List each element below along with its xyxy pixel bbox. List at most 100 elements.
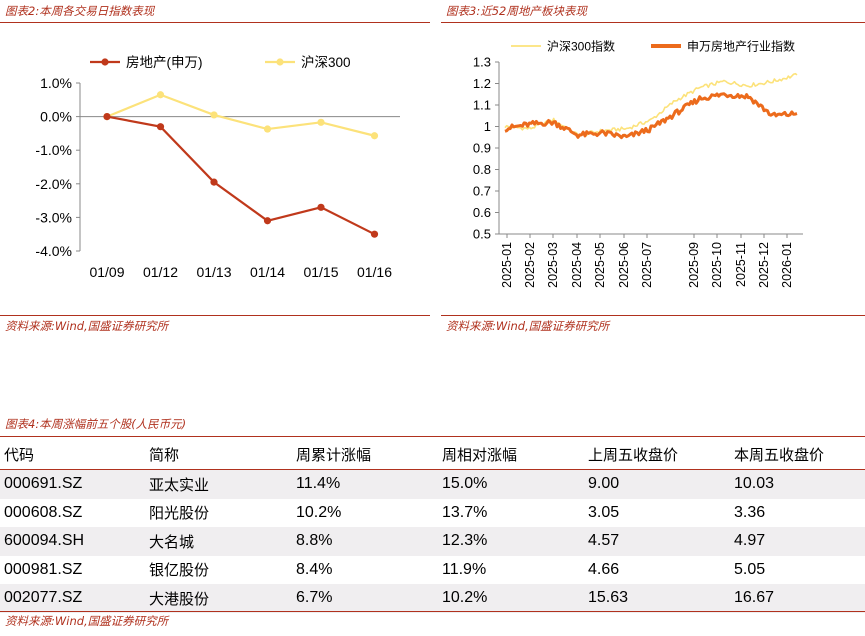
cell-relative-gain: 12.3% <box>438 527 584 556</box>
x-tick-label: 2025-03 <box>546 242 560 288</box>
y-tick-label: 1 <box>484 119 491 134</box>
data-point <box>263 217 272 225</box>
y-tick-label: 1.2 <box>473 76 491 91</box>
data-point <box>370 132 379 140</box>
x-tick-label: 2025-06 <box>617 242 631 288</box>
x-tick-label: 01/14 <box>250 264 285 280</box>
x-tick-label: 2025-02 <box>523 242 537 288</box>
cell-this-close: 4.97 <box>730 527 865 556</box>
data-point <box>210 178 218 186</box>
y-tick-label: 1.1 <box>473 98 491 113</box>
table-row: 600094.SH 大名城 8.8% 12.3% 4.57 4.97 <box>0 527 865 556</box>
cell-name: 大名城 <box>145 527 292 556</box>
header-weekly-gain: 周累计涨幅 <box>292 440 438 470</box>
series-line-0 <box>106 115 375 236</box>
cell-this-close: 10.03 <box>730 469 865 499</box>
data-point <box>103 113 111 121</box>
legend-label: 沪深300 <box>301 55 351 70</box>
data-point <box>370 230 379 238</box>
cell-weekly-gain: 11.4% <box>292 469 438 499</box>
y-tick-label: 0.5 <box>473 227 491 242</box>
header-code: 代码 <box>0 440 145 470</box>
x-tick-label: 01/09 <box>89 264 124 280</box>
cell-name: 银亿股份 <box>149 561 210 580</box>
header-this-friday-close: 本周五收盘价 <box>730 440 865 470</box>
cell-code: 000691.SZ <box>0 469 145 499</box>
header-name: 简称 <box>145 440 292 470</box>
x-tick-label: 2026-01 <box>780 242 794 288</box>
table-row: 002077.SZ 大港股份 6.7% 10.2% 15.63 16.67 <box>0 584 865 613</box>
figure2-title: 图表2:本周各交易日指数表现 <box>5 4 155 18</box>
figure4-source: 资料来源:Wind,国盛证券研究所 <box>5 614 169 628</box>
x-tick-label: 2025-11 <box>734 242 748 287</box>
cell-code: 000981.SZ <box>4 560 83 578</box>
figure3-top-rule <box>441 22 865 23</box>
cell-code: 600094.SH <box>0 527 145 556</box>
y-tick-label: 0.6 <box>473 205 491 220</box>
y-tick-label: -1.0% <box>35 142 72 158</box>
series-line-0 <box>504 72 798 138</box>
legend-label: 申万房地产行业指数 <box>687 39 795 54</box>
x-tick-label: 01/13 <box>196 264 231 280</box>
table-row: 000608.SZ 阳光股份 10.2% 13.7% 3.05 3.36 <box>0 499 865 528</box>
legend-label: 沪深300指数 <box>547 39 615 54</box>
cell-last-close: 4.66 <box>588 560 620 578</box>
y-tick-label: -2.0% <box>35 176 72 192</box>
cell-name: 大港股份 <box>145 584 292 613</box>
x-tick-label: 2025-05 <box>593 242 607 288</box>
figure2-source: 资料来源:Wind,国盛证券研究所 <box>5 319 169 333</box>
series-line-1 <box>504 92 798 140</box>
y-tick-label: 0.0% <box>40 109 72 125</box>
data-point <box>263 125 272 133</box>
cell-last-close: 9.00 <box>584 469 730 499</box>
legend-swatch-marker <box>276 58 284 66</box>
cell-name: 阳光股份 <box>149 504 210 523</box>
data-point <box>210 111 218 119</box>
y-tick-label: 1.3 <box>473 55 491 70</box>
figure4-title: 图表4:本周涨幅前五个股(人民币元) <box>5 417 187 431</box>
chart-52-week-performance: 沪深300指数 申万房地产行业指数 1.3 1.2 1.1 1 0.9 0.8 0.7 0.6 0… <box>473 39 803 288</box>
data-point <box>156 123 165 131</box>
data-point <box>317 203 325 211</box>
y-tick-label: 0.9 <box>473 141 491 156</box>
y-tick-label: -4.0% <box>35 243 72 259</box>
cell-this-close: 16.67 <box>730 584 865 613</box>
cell-code: 002077.SZ <box>0 584 145 613</box>
cell-last-close: 4.57 <box>584 527 730 556</box>
top-gainers-table: 代码 简称 周累计涨幅 周相对涨幅 上周五收盘价 本周五收盘价 000691.S… <box>0 440 865 613</box>
y-tick-label: -3.0% <box>35 209 72 225</box>
cell-relative-gain: 15.0% <box>438 469 584 499</box>
figure4-bottom-rule <box>0 611 865 612</box>
x-tick-label: 2025-10 <box>710 242 724 288</box>
cell-last-close: 3.05 <box>588 503 620 521</box>
chart-daily-index-performance: 房地产(申万) 沪深300 1.0% 0.0% -1.0% -2.0% -3.0% -4.0… <box>35 55 400 280</box>
cell-relative-gain: 10.2% <box>438 584 584 613</box>
cell-code: 000608.SZ <box>4 503 83 521</box>
cell-relative-gain: 13.7% <box>442 503 488 521</box>
cell-last-close: 15.63 <box>584 584 730 613</box>
cell-weekly-gain: 6.7% <box>292 584 438 613</box>
x-tick-label: 2025-04 <box>570 242 584 288</box>
cell-relative-gain: 11.9% <box>442 560 487 578</box>
cell-weekly-gain: 8.4% <box>296 560 333 578</box>
cell-weekly-gain: 10.2% <box>296 503 342 521</box>
x-tick-label: 2025-07 <box>640 242 654 288</box>
cell-this-close: 5.05 <box>734 560 766 578</box>
figure4-top-rule <box>0 436 865 437</box>
data-point <box>317 118 325 126</box>
x-tick-label: 2025-01 <box>500 242 514 288</box>
x-tick-label: 01/16 <box>357 264 392 280</box>
series-line-1 <box>106 93 375 137</box>
x-tick-label: 01/15 <box>303 264 338 280</box>
cell-weekly-gain: 8.8% <box>292 527 438 556</box>
cell-name: 亚太实业 <box>145 469 292 499</box>
table-row: 000691.SZ 亚太实业 11.4% 15.0% 9.00 10.03 <box>0 469 865 499</box>
figure2-top-rule <box>0 22 430 23</box>
legend-swatch-marker <box>101 58 109 66</box>
header-last-friday-close: 上周五收盘价 <box>584 440 730 470</box>
table-row: 000981.SZ 银亿股份 8.4% 11.9% 4.66 5.05 <box>0 556 865 585</box>
data-point <box>156 91 165 99</box>
figure3-source: 资料来源:Wind,国盛证券研究所 <box>446 319 610 333</box>
header-relative-gain: 周相对涨幅 <box>438 440 584 470</box>
figure3-title: 图表3:近52周地产板块表现 <box>446 4 587 18</box>
